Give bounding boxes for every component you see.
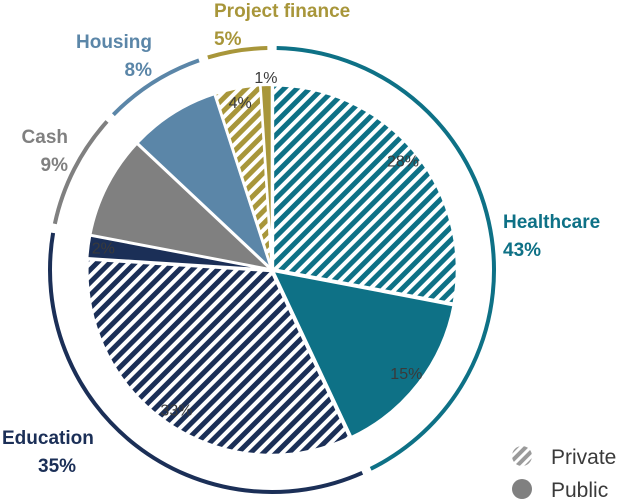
group-label-housing: Housing 8% (76, 32, 152, 81)
slice-healthcare-public (270, 269, 456, 439)
group-name-project-finance: Project finance (214, 1, 350, 22)
group-name-cash: Cash (22, 127, 68, 148)
ring-arc-cash (52, 120, 109, 225)
pie-slices (85, 83, 459, 457)
slice-label-healthcare-private: 28% (387, 154, 419, 171)
group-label-healthcare: Healthcare 43% (503, 212, 600, 261)
group-total-cash: 9% (41, 155, 69, 176)
legend-public-swatch (512, 479, 532, 499)
group-name-education: Education (2, 428, 94, 449)
slice-label-project-finance-public: 1% (254, 70, 277, 87)
group-label-education: Education 35% (2, 428, 94, 477)
group-total-housing: 8% (125, 60, 153, 81)
group-name-housing: Housing (76, 32, 152, 53)
slice-label-project-finance-private: 4% (229, 95, 252, 112)
ring-arc-housing (111, 58, 200, 117)
legend-public-label: Public (551, 479, 608, 502)
group-name-healthcare: Healthcare (503, 212, 600, 233)
slice-labels: 28% 15% 33% 2% 4%1% (92, 70, 423, 420)
legend: Private Public (512, 446, 616, 502)
ring-arc-project-finance (207, 46, 268, 60)
slice-label-education-public: 2% (92, 241, 115, 258)
group-total-healthcare: 43% (503, 240, 541, 261)
slice-label-education-private: 33% (160, 403, 192, 420)
group-label-cash: Cash 9% (22, 127, 69, 176)
ring-arc-education (48, 232, 364, 494)
slice-healthcare-private (271, 83, 459, 306)
group-label-project-finance: Project finance 5% (214, 1, 350, 50)
slice-housing-public (135, 92, 273, 270)
slice-project-finance-public (259, 83, 274, 269)
legend-private-label: Private (551, 446, 616, 469)
group-rings (48, 46, 496, 494)
slice-cash-public (88, 141, 275, 272)
slice-education-private (86, 258, 352, 457)
group-total-education: 35% (38, 456, 76, 477)
legend-private-swatch (512, 446, 532, 466)
group-total-project-finance: 5% (214, 29, 242, 50)
slice-label-healthcare-public: 15% (390, 366, 422, 383)
ring-arc-healthcare (276, 46, 496, 471)
